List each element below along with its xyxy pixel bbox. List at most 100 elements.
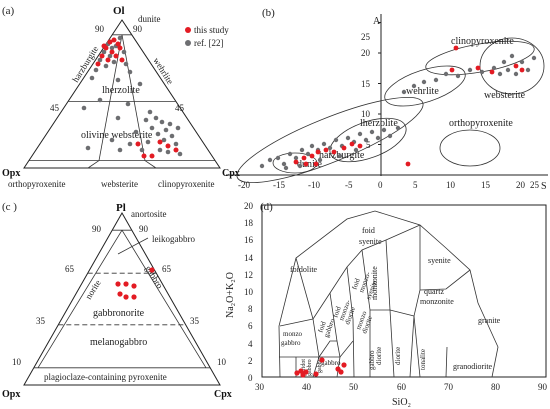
tas-label: gabbro: [322, 317, 336, 338]
x-tick-d: 60: [397, 382, 407, 392]
tas-label: foid: [316, 320, 328, 334]
tick-65-right-c: 65: [162, 264, 172, 274]
x-tick-d: 70: [444, 382, 454, 392]
inner-right-c: [121, 229, 207, 369]
x-tick-b: 15: [481, 180, 491, 190]
points-a-ref: [81, 35, 183, 157]
y-tick-d: 4: [248, 339, 253, 349]
bottom-clinopyroxenite-a: clinopyroxenite: [158, 179, 214, 189]
x-tick-b: 25: [530, 180, 540, 190]
legend-ref: ref. [22]: [194, 38, 223, 48]
x-ticks-b: -20 -15 -10 -5 0 5 10 15 20 25: [238, 180, 540, 190]
tas-label: foid: [350, 277, 362, 291]
x-tick-d: 30: [255, 382, 265, 392]
tas-label: granodiorite: [453, 362, 493, 371]
tick-65-left-c: 65: [65, 264, 75, 274]
apex-opx-c: Opx: [2, 389, 20, 400]
y-tick-d: 20: [244, 201, 254, 211]
bottom-websterite-a: websterite: [101, 179, 138, 189]
field-label-clinopyroxenite-b: clinopyroxenite: [451, 36, 514, 47]
x-title-d: SiO₂: [392, 397, 411, 408]
field-melanogabbro-c: melanogabbro: [90, 337, 147, 348]
panel-b: (b) A S 5 10 15 20 25 -20 -15 -10 -5 0 5…: [226, 7, 548, 192]
points-b-this-study: [293, 45, 525, 167]
y-ticks-b: 5 10 15 20 25: [361, 22, 381, 150]
panel-b-label: (b): [262, 7, 275, 19]
tick-45-right-a: 45: [175, 103, 185, 113]
tas-label: syenite: [428, 256, 451, 265]
field-plagioclaze-c: plagioclaze-containing pyroxenite: [44, 372, 167, 382]
tick-90-left-c: 90: [92, 224, 102, 234]
y-tick-b: 20: [361, 48, 371, 58]
field-leikogabbro-c: leikogabbro: [152, 234, 195, 244]
tas-label: monzo: [283, 330, 303, 338]
panel-c: (c ) Pl Opx Cpx 90 90 65 65 35 35 10 10 …: [2, 201, 232, 400]
y-tick-d: 0: [248, 373, 253, 383]
tas-label: foid: [331, 305, 343, 319]
legend-this-study: this study: [194, 25, 229, 35]
tas-label: tonalite: [419, 349, 427, 370]
tas-label: syenite: [359, 237, 382, 246]
x-tick-b: 5: [413, 180, 418, 190]
y-ticks-d: 0 2 4 6 8 10 12 14 16 18 20: [244, 201, 254, 383]
tick-90-right-a: 90: [133, 24, 143, 34]
apex-opx-a: Opx: [2, 168, 20, 179]
leikogabbro-pointer: [117, 237, 149, 255]
field-olivine-websterite-a: olivine websterite: [81, 130, 153, 141]
y-tick-d: 2: [248, 356, 253, 366]
field-wehrlite-b: [384, 65, 466, 107]
panel-a: (a) Ol Opx Cpx 90 90 45 45 dunite harzbu…: [2, 5, 240, 189]
x-tick-d: 80: [491, 382, 501, 392]
tas-label: monzonite: [370, 266, 379, 300]
field-label-wehrlite-b: wehrlite: [406, 86, 439, 97]
tas-label: monzonite: [420, 297, 454, 306]
tas-label: gabbro: [368, 350, 376, 370]
points-c-this-study: [115, 267, 155, 300]
y-tick-b: 25: [361, 32, 371, 42]
legend-marker-this-study: [185, 27, 191, 33]
x-tick-b: -10: [308, 180, 320, 190]
points-d-this-study: [294, 357, 347, 378]
x-tick-d: 50: [349, 382, 359, 392]
panel-d: (d) 0 2 4 6 8 10 12 14 16 18 20 30 40 50…: [225, 201, 548, 408]
field-lherzolite-b: [329, 117, 407, 163]
sep-base-left: [87, 160, 100, 169]
tick-35-left-c: 35: [36, 316, 46, 326]
tick-10-left-c: 10: [12, 357, 22, 367]
y-tick-d: 8: [248, 304, 253, 314]
field-anortosite-c: anortosite: [131, 209, 167, 219]
y-tick-d: 10: [244, 287, 254, 297]
tas-label: granite: [478, 316, 501, 325]
points-b-ref: [259, 53, 537, 171]
x-tick-d: 90: [538, 382, 548, 392]
field-gabbronorite-c: gabbronorite: [93, 308, 145, 319]
apex-cpx-c: Cpx: [214, 389, 232, 400]
points-a-this-study: [95, 37, 179, 159]
apex-ol: Ol: [113, 5, 125, 17]
apex-pl: Pl: [116, 202, 126, 214]
x-tick-b: -15: [273, 180, 285, 190]
field-norite-c: norite: [83, 278, 103, 301]
tas-label: foidolite: [290, 265, 318, 274]
field-label-dunite-b: dunite: [297, 159, 323, 170]
y-title-d: Na₂O+K₂O: [225, 272, 236, 318]
tas-label: gabbro: [281, 339, 301, 347]
field-label-orthopyroxenite-b: orthopyroxenite: [449, 118, 513, 129]
field-label-lherzolite-b: lherzolite: [360, 118, 398, 129]
tick-35-right-c: 35: [190, 316, 200, 326]
x-ticks-d: 30 40 50 60 70 80 90: [255, 382, 548, 392]
panel-a-label: (a): [2, 5, 15, 17]
y-tick-b: 10: [361, 109, 371, 119]
tick-90-left-a: 90: [95, 24, 105, 34]
field-websterite-b: [479, 37, 545, 95]
bottom-orthopyroxenite-a: orthopyroxenite: [8, 179, 66, 189]
panel-c-label: (c ): [2, 201, 17, 213]
ternary-triangle-a: [23, 19, 221, 169]
x-tick-d: 40: [302, 382, 312, 392]
sep-base-right: [144, 160, 157, 169]
tas-label: quartz: [424, 287, 444, 296]
field-lherzolite-a: lherzolite: [102, 85, 140, 96]
apex-cpx-a: Cpx: [222, 168, 240, 179]
tas-label: foid: [362, 226, 375, 235]
inner-left-c: [37, 229, 123, 369]
